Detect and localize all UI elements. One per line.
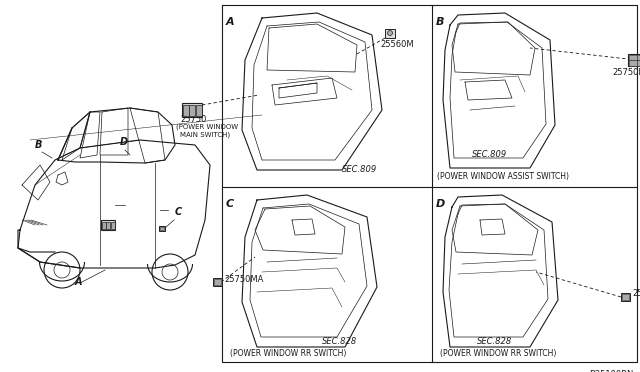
Bar [637,60,640,65]
Text: MAIN SWITCH): MAIN SWITCH) [180,131,230,138]
Text: SEC.828: SEC.828 [322,337,357,346]
Text: 25750MA: 25750MA [224,275,264,283]
Text: (POWER WINDOW RR SWITCH): (POWER WINDOW RR SWITCH) [440,349,556,358]
Bar [101,220,115,230]
Bar [106,221,110,228]
Bar [385,29,395,38]
Bar [621,293,630,301]
Bar [102,221,106,228]
Text: B: B [436,17,445,27]
Text: SEC.809: SEC.809 [342,165,377,174]
Text: (POWER WINDOW ASSIST SWITCH): (POWER WINDOW ASSIST SWITCH) [437,172,569,181]
Text: D: D [436,199,445,209]
Bar [189,105,195,115]
Text: SEC.809: SEC.809 [472,150,508,159]
Text: 25560M: 25560M [380,40,413,49]
Bar [182,103,202,117]
Text: C: C [175,207,182,217]
Text: 25750M: 25750M [612,68,640,77]
Bar [111,221,115,228]
Bar [183,105,189,115]
Text: 25750: 25750 [180,115,206,124]
Bar [621,294,628,300]
Text: A: A [75,277,83,287]
Text: SEC.828: SEC.828 [477,337,512,346]
Bar [212,278,221,286]
Bar [160,227,164,230]
Bar [628,55,637,60]
Text: D: D [120,137,128,147]
Bar [628,60,637,65]
Text: (POWER WINDOW: (POWER WINDOW [176,124,238,131]
Text: A: A [226,17,235,27]
Circle shape [387,31,392,35]
Text: R25100BN: R25100BN [589,370,634,372]
Text: (POWER WINDOW RR SWITCH): (POWER WINDOW RR SWITCH) [230,349,346,358]
Text: 25750MA: 25750MA [632,289,640,298]
Bar [159,225,165,231]
Bar [637,55,640,60]
Bar [214,279,221,285]
Text: B: B [35,140,42,150]
Bar [196,105,202,115]
Text: C: C [226,199,234,209]
Bar [628,54,640,66]
Polygon shape [62,112,90,160]
